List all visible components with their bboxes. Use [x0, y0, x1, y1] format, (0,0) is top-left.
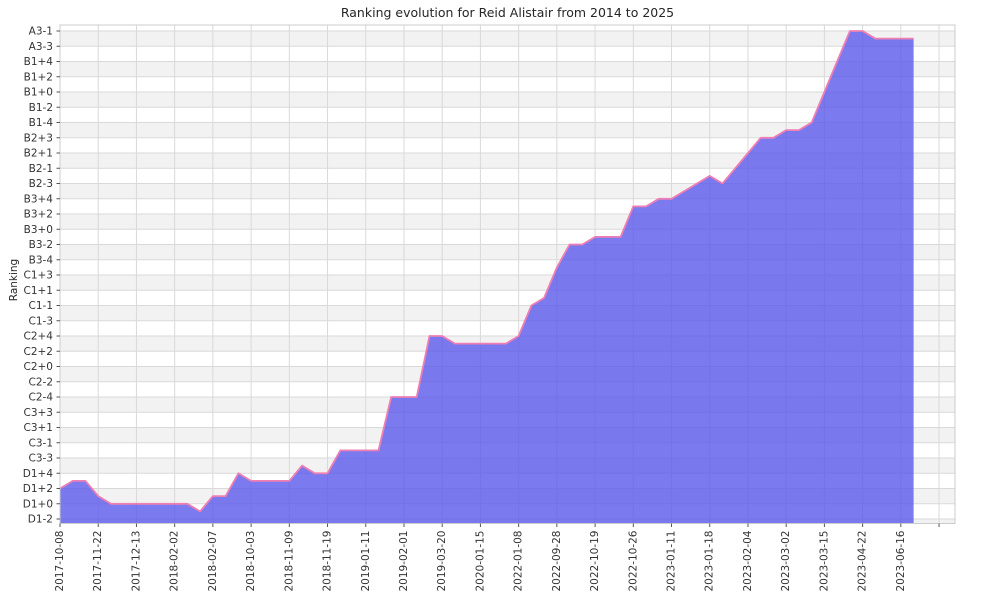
row-band: [60, 25, 955, 31]
y-tick-label: B2-1: [29, 163, 53, 175]
x-tick-label: 2020-01-15: [474, 531, 486, 592]
row-band: [60, 61, 955, 77]
y-tick-label: C1-3: [29, 315, 53, 327]
y-tick-label: C2+2: [24, 346, 54, 358]
y-tick-label: A3-1: [29, 26, 53, 38]
y-axis-title: Ranking: [8, 258, 20, 302]
row-band: [60, 31, 955, 47]
x-tick-label: 2017-11-22: [92, 531, 104, 592]
y-tick-label: B3+0: [24, 224, 53, 236]
y-tick-label: C2-2: [29, 376, 53, 388]
y-tick-label: C1-1: [29, 300, 53, 312]
y-tick-label: D1+4: [23, 468, 54, 480]
ranking-line: [59, 30, 914, 513]
y-tick-label: C1+1: [24, 285, 54, 297]
x-tick-label: 2019-02-01: [398, 531, 410, 592]
y-tick-label: D1-2: [28, 514, 53, 526]
x-tick-label: 2022-10-26: [627, 530, 639, 591]
x-tick-label: 2023-06-16: [895, 530, 907, 591]
y-tick-label: B2+3: [24, 132, 53, 144]
x-tick-label: 2023-01-18: [704, 531, 716, 592]
row-band: [60, 153, 955, 169]
plot-border: [59, 24, 956, 524]
y-tick-label: C3-1: [29, 437, 53, 449]
y-tick-label: C2+4: [24, 331, 54, 343]
y-tick-label: D1+0: [23, 498, 53, 510]
x-tick-label: 2018-02-02: [169, 531, 181, 592]
x-tick-label: 2022-01-08: [513, 531, 525, 592]
row-band: [60, 46, 955, 62]
x-tick-label: 2023-03-02: [780, 531, 792, 592]
x-tick-label: 2019-01-11: [360, 531, 372, 592]
y-tick-label: C3+3: [24, 407, 54, 419]
x-tick-label: 2018-02-07: [207, 531, 219, 592]
x-tick-label: 2018-11-09: [283, 531, 295, 592]
y-tick-label: B1+0: [24, 87, 53, 99]
x-tick-label: 2018-10-03: [245, 531, 257, 592]
x-tick-label: 2017-12-13: [130, 531, 142, 592]
x-tick-label: 2023-01-11: [666, 531, 678, 592]
y-tick-label: B1+4: [24, 56, 54, 68]
y-tick-label: B3-4: [29, 254, 54, 266]
x-tick-label: 2023-02-04: [742, 530, 754, 591]
area-fill: [60, 31, 914, 524]
x-tick-label: 2019-03-20: [436, 531, 448, 592]
chart-title: Ranking evolution for Reid Alistair from…: [340, 5, 675, 20]
y-tick-label: C3+1: [24, 422, 54, 434]
y-tick-label: B2-3: [29, 178, 53, 190]
y-tick-label: C2-4: [29, 392, 54, 404]
y-tick-label: C2+0: [24, 361, 54, 373]
y-tick-label: A3-3: [29, 41, 53, 53]
y-tick-label: B2+1: [24, 148, 53, 160]
y-tick-label: C1+3: [24, 270, 54, 282]
y-tick-label: B1-2: [29, 102, 53, 114]
x-tick-label: 2017-10-08: [54, 531, 66, 592]
y-tick-label: B3-2: [29, 239, 53, 251]
y-tick-label: C3-3: [29, 453, 53, 465]
row-band: [60, 107, 955, 123]
x-tick-label: 2022-10-19: [589, 531, 601, 592]
x-tick-label: 2022-09-28: [551, 531, 563, 592]
row-band: [60, 92, 955, 108]
y-tick-label: B1-4: [29, 117, 54, 129]
x-tick-label: 2018-11-19: [322, 531, 334, 592]
x-tick-label: 2023-04-22: [857, 531, 869, 592]
y-tick-label: B3+4: [24, 193, 54, 205]
x-tick-labels: 2017-10-08 2017-11-22 2017-12-13 2018-02-02…: [54, 523, 940, 592]
row-band: [60, 76, 955, 92]
y-tick-label: B1+2: [24, 71, 53, 83]
row-band: [60, 137, 955, 153]
x-tick-label: 2023-03-15: [818, 531, 830, 592]
y-tick-label: B3+2: [24, 209, 53, 221]
row-band: [60, 122, 955, 138]
y-tick-label: D1+2: [23, 483, 53, 495]
y-tick-labels: A3-1 A3-3 B1+4 B1+2 B1+0 B1-2 B1-4 B2+3 B2+1 B2-1…: [23, 26, 60, 526]
